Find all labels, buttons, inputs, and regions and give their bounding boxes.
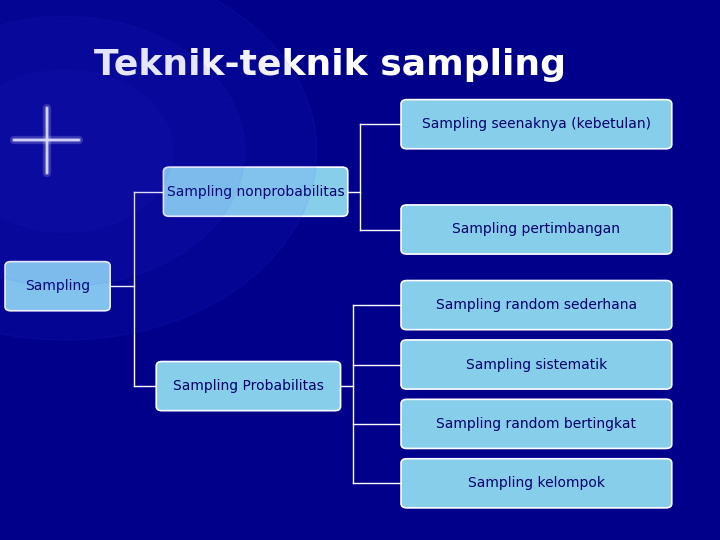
Text: Sampling: Sampling: [25, 279, 90, 293]
Circle shape: [0, 16, 245, 286]
Text: Sampling nonprobabilitas: Sampling nonprobabilitas: [167, 185, 344, 199]
FancyBboxPatch shape: [401, 99, 672, 148]
FancyBboxPatch shape: [156, 362, 341, 410]
Text: Sampling random bertingkat: Sampling random bertingkat: [436, 417, 636, 431]
Text: Teknik-teknik sampling: Teknik-teknik sampling: [94, 48, 566, 82]
Text: Sampling Probabilitas: Sampling Probabilitas: [173, 379, 324, 393]
Circle shape: [0, 70, 173, 232]
FancyBboxPatch shape: [163, 167, 348, 216]
FancyBboxPatch shape: [5, 261, 110, 311]
Text: Sampling seenaknya (kebetulan): Sampling seenaknya (kebetulan): [422, 117, 651, 131]
Text: Sampling pertimbangan: Sampling pertimbangan: [452, 222, 621, 237]
FancyBboxPatch shape: [401, 340, 672, 389]
FancyBboxPatch shape: [401, 400, 672, 448]
Text: Sampling random sederhana: Sampling random sederhana: [436, 298, 637, 312]
Text: Sampling sistematik: Sampling sistematik: [466, 357, 607, 372]
Circle shape: [0, 0, 317, 340]
Text: Sampling kelompok: Sampling kelompok: [468, 476, 605, 490]
FancyBboxPatch shape: [401, 280, 672, 329]
FancyBboxPatch shape: [401, 459, 672, 508]
FancyBboxPatch shape: [401, 205, 672, 254]
